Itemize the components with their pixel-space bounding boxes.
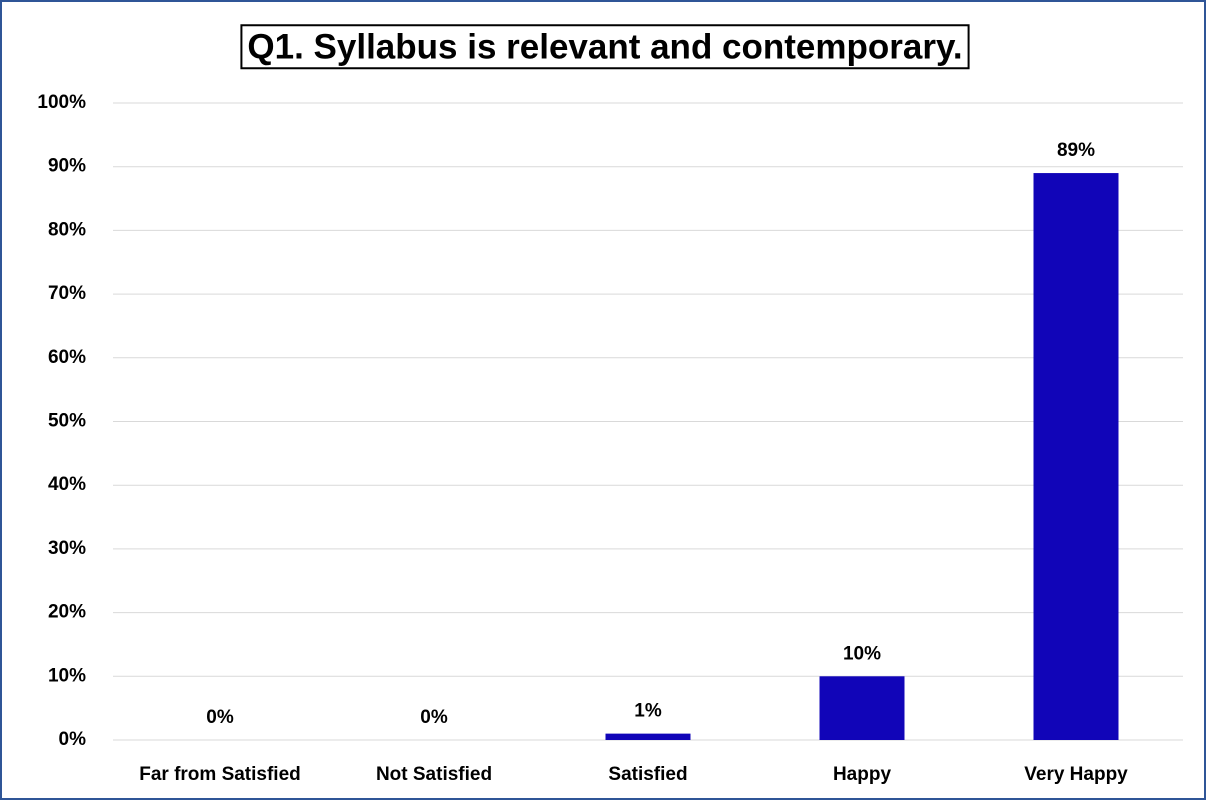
x-tick-label: Very Happy [1024,764,1128,785]
x-tick-label: Satisfied [608,764,687,785]
value-label: 10% [843,643,881,664]
x-tick-label: Not Satisfied [376,764,492,785]
bar [1033,173,1119,740]
x-tick-label: Happy [833,764,892,785]
y-tick-label: 70% [48,283,86,304]
x-tick-label: Far from Satisfied [139,764,301,785]
chart-title: Q1. Syllabus is relevant and contemporar… [247,27,962,66]
y-tick-label: 30% [48,538,86,559]
y-tick-label: 90% [48,156,86,177]
y-tick-label: 10% [48,665,86,686]
bar [605,733,691,740]
value-label: 89% [1057,140,1095,161]
y-tick-label: 20% [48,602,86,623]
y-tick-label: 0% [59,729,87,750]
y-tick-label: 60% [48,347,86,368]
y-tick-label: 80% [48,219,86,240]
y-tick-label: 50% [48,411,86,432]
value-label: 1% [634,701,662,722]
value-label: 0% [420,707,448,728]
value-label: 0% [206,707,234,728]
y-tick-label: 100% [37,92,86,113]
y-tick-label: 40% [48,474,86,495]
bar [819,676,905,740]
title-box [240,24,970,70]
